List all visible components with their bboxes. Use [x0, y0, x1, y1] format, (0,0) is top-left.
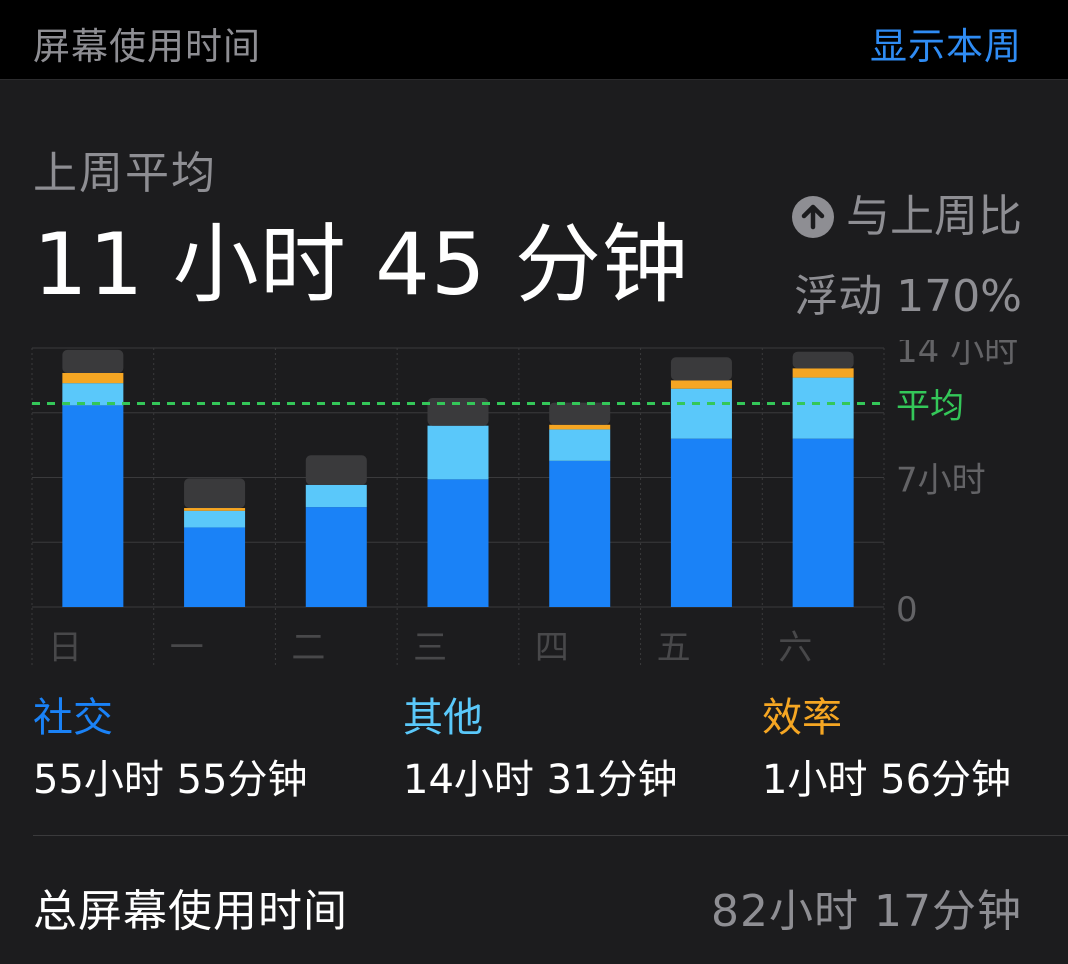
- bar-segment-uncategorized: [305, 455, 367, 485]
- divider: [33, 835, 1068, 836]
- bar-segment-社交: [670, 438, 732, 607]
- bar-segment-社交: [305, 507, 367, 607]
- bar-segment-效率: [184, 508, 246, 511]
- legend-value: 1小时 56分钟: [762, 757, 1012, 803]
- x-tick-label: 三: [413, 628, 447, 668]
- legend-name: 其他: [403, 695, 483, 741]
- bar-segment-社交: [184, 527, 246, 607]
- comparison-value: 浮动 170%: [794, 271, 1022, 322]
- total-screen-time-row[interactable]: 总屏幕使用时间 82小时 17分钟: [33, 875, 1022, 937]
- average-label: 上周平均: [33, 148, 217, 199]
- bar-segment-uncategorized: [549, 402, 611, 425]
- bar-segment-社交: [427, 479, 489, 607]
- average-label: 平均: [896, 387, 964, 427]
- screen-time-card: 上周平均 11 小时 45 分钟 与上周比 浮动 170% 日 一 二 三 四 五 六 平均 1…: [0, 80, 1068, 964]
- average-value: 11 小时 45 分钟: [33, 215, 689, 315]
- total-value: 82小时 17分钟: [711, 886, 1022, 937]
- top-bar: 屏幕使用时间 显示本周: [0, 0, 1068, 80]
- x-tick-label: 日: [48, 628, 82, 668]
- legend-item-social: 社交 55小时 55分钟: [33, 693, 308, 805]
- arrow-up-icon: [792, 196, 834, 238]
- bar-segment-效率: [549, 424, 611, 430]
- x-tick-label: 四: [535, 628, 569, 668]
- bar-segment-社交: [549, 460, 611, 607]
- bar-segment-效率: [62, 372, 124, 384]
- x-tick-label: 六: [778, 628, 812, 668]
- legend-value: 14小时 31分钟: [403, 757, 678, 803]
- bar-segment-其他: [427, 425, 489, 480]
- comparison-label: 与上周比: [846, 191, 1022, 242]
- bar-segment-社交: [792, 438, 854, 607]
- bar-segment-uncategorized: [670, 357, 732, 381]
- bar-segment-其他: [549, 429, 611, 461]
- legend-value: 55小时 55分钟: [33, 757, 308, 803]
- x-tick-label: 一: [170, 628, 204, 668]
- show-this-week-button[interactable]: 显示本周: [870, 25, 1022, 68]
- comparison: 与上周比 浮动 170%: [792, 192, 1022, 322]
- category-legend: 社交 55小时 55分钟 其他 14小时 31分钟 效率 1小时 56分钟: [0, 693, 1068, 803]
- bar-segment-uncategorized: [184, 478, 246, 509]
- legend-name: 社交: [33, 695, 113, 741]
- bar-segment-其他: [62, 383, 124, 406]
- bar-segment-其他: [184, 510, 246, 528]
- bar-segment-uncategorized: [792, 351, 854, 369]
- bar-segment-社交: [62, 405, 124, 607]
- bar-segment-其他: [305, 484, 367, 508]
- y-tick-label: 0: [896, 590, 918, 630]
- y-tick-label: 7小时: [896, 461, 986, 501]
- section-title: 屏幕使用时间: [33, 25, 261, 68]
- y-tick-label: 14 小时: [896, 340, 1018, 371]
- legend-name: 效率: [762, 695, 842, 741]
- bar-segment-其他: [670, 388, 732, 439]
- bar-segment-uncategorized: [62, 349, 124, 373]
- x-tick-label: 二: [291, 628, 325, 668]
- bar-segment-效率: [792, 368, 854, 378]
- bar-segment-其他: [792, 377, 854, 439]
- daily-usage-chart: 日 一 二 三 四 五 六 平均 14 小时 7小时 0: [31, 340, 1018, 668]
- bar-segment-效率: [670, 380, 732, 389]
- legend-item-other: 其他 14小时 31分钟: [403, 693, 678, 805]
- legend-item-productivity: 效率 1小时 56分钟: [762, 693, 1011, 805]
- total-label: 总屏幕使用时间: [33, 886, 348, 937]
- x-tick-label: 五: [657, 628, 691, 668]
